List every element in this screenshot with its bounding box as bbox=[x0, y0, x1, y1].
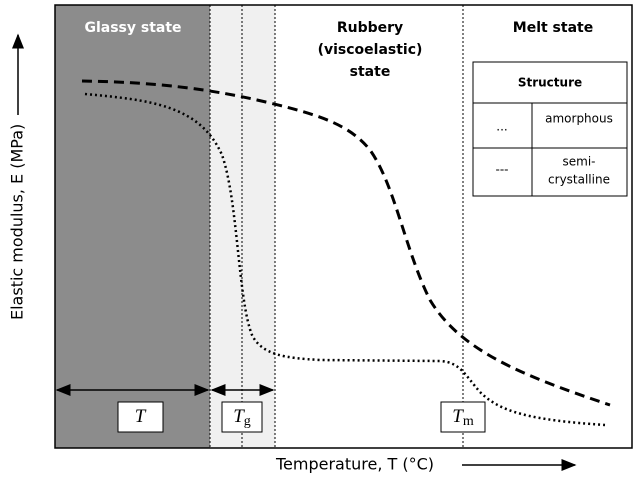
legend-text: semi- bbox=[563, 155, 596, 169]
dividers bbox=[209, 5, 464, 448]
rubbery-label: state bbox=[350, 64, 391, 80]
legend-text: crystalline bbox=[548, 173, 610, 187]
table-header: Structure bbox=[518, 76, 582, 90]
glassy-region bbox=[55, 5, 210, 448]
melt-label: Melt state bbox=[513, 20, 593, 36]
legend-text: amorphous bbox=[545, 112, 613, 126]
legend-symbol: ... bbox=[496, 120, 507, 134]
glassy-label: Glassy state bbox=[84, 20, 181, 36]
box-label: T bbox=[135, 406, 147, 427]
x-axis-label: Temperature, T (°C) bbox=[275, 455, 434, 474]
symbol-boxes bbox=[117, 401, 486, 433]
plot-frame bbox=[54, 4, 633, 449]
y-axis-label: Elastic modulus, E (MPa) bbox=[8, 124, 27, 320]
legend-symbol: --- bbox=[496, 163, 509, 177]
semicrystalline-curve bbox=[81, 79, 611, 407]
rubbery-label: Rubbery bbox=[337, 20, 403, 36]
box-label: Tm bbox=[452, 406, 474, 429]
amorphous-curve bbox=[84, 92, 606, 427]
legend-table bbox=[472, 61, 628, 197]
box-label: Tg bbox=[233, 406, 251, 429]
rubbery-label: (viscoelastic) bbox=[318, 42, 423, 58]
